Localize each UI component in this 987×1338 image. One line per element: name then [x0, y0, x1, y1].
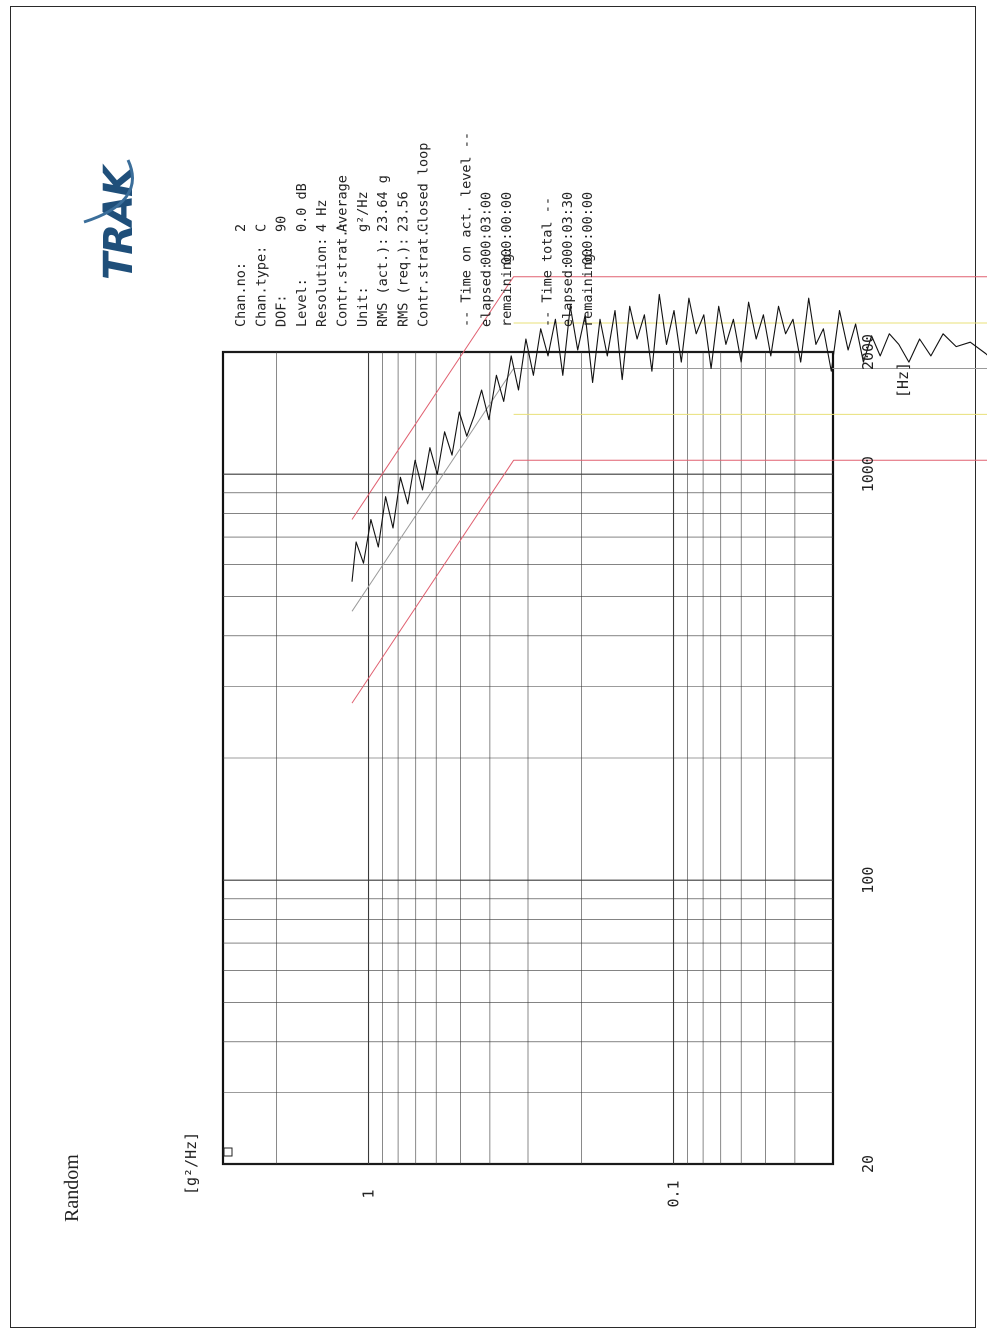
info-value: 90 — [274, 216, 290, 232]
info-label: DOF: — [274, 294, 290, 327]
series-lower-abort-limit — [351, 459, 987, 704]
info-label: RMS (act.): — [375, 238, 391, 327]
info-value: Average — [335, 175, 351, 232]
info-label: Chan.type: — [253, 246, 269, 327]
chart-ticks: 20 100 1000 2000 0.1 1 — [360, 334, 878, 1208]
info-label: Level: — [294, 278, 310, 327]
info-label: Chan.no: — [233, 262, 249, 327]
x-axis-label: [Hz] — [894, 362, 912, 398]
series-reference-profile — [351, 368, 987, 612]
info-value: 23.64 g — [375, 175, 391, 232]
info-label: elapsed: — [479, 262, 495, 327]
info-label: Unit: — [355, 286, 371, 327]
time-total-elapsed: 000:03:30 — [560, 192, 576, 265]
info-value: C — [253, 224, 269, 232]
info-value: 23.56 — [395, 191, 411, 232]
info-label: remaining: — [580, 246, 596, 327]
legend-marker-square — [223, 1147, 233, 1157]
y-axis-label: [g²/Hz] — [182, 1132, 200, 1195]
time-total-remaining: 000:00:00 — [580, 192, 596, 265]
trak-logo-text: TRAK — [96, 163, 142, 280]
x-tick-label: 1000 — [859, 456, 877, 492]
x-tick-label: 100 — [859, 867, 877, 894]
x-tick-label: 20 — [859, 1155, 877, 1173]
info-label: Resolution: — [314, 238, 330, 327]
info-value: Closed loop — [416, 143, 432, 232]
info-value: g²/Hz — [355, 191, 371, 232]
info-value: 2 — [233, 224, 249, 232]
page-frame — [10, 6, 976, 1328]
y-tick-label: 0.1 — [665, 1180, 683, 1207]
chart-series — [351, 276, 987, 704]
info-label: RMS (req.): — [395, 238, 411, 327]
info-panel: Chan.no: 2 Chan.type: C DOF: 90 Level: 0.0 dBRe… — [233, 132, 596, 327]
info-label: remaining: — [499, 246, 515, 327]
info-value: 0.0 dB — [294, 183, 310, 232]
x-tick-label: 2000 — [859, 334, 877, 370]
time-act-remaining: 000:00:00 — [499, 192, 515, 265]
y-tick-label: 1 — [360, 1189, 378, 1198]
series-measured-psd — [351, 293, 987, 582]
mode-title: Random — [61, 1154, 83, 1222]
time-total-header: -- Time total -- — [540, 197, 556, 327]
psd-chart: 20 100 1000 2000 0.1 1 [g²/Hz] [Hz] — [182, 276, 987, 1208]
time-act-elapsed: 000:03:00 — [479, 192, 495, 265]
series-upper-abort-limit — [351, 276, 987, 520]
trak-logo: TRAK — [83, 159, 142, 280]
chart-grid — [223, 351, 833, 1165]
info-value: 4 Hz — [314, 199, 330, 232]
info-label: elapsed: — [560, 262, 576, 327]
trak-logo-swoosh — [83, 159, 134, 224]
info-label: Contr.strat.: — [335, 221, 351, 327]
time-act-header: -- Time on act. level -- — [458, 132, 474, 327]
info-label: Contr.strat.: — [416, 221, 432, 327]
